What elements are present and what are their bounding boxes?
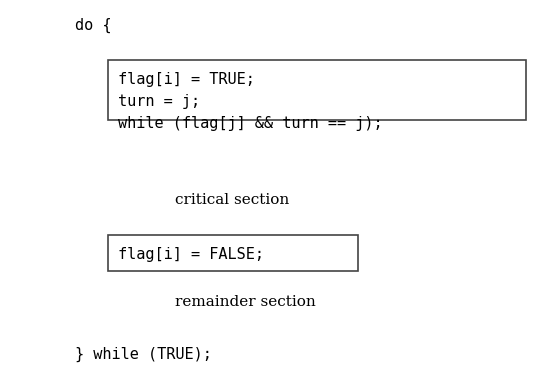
Text: remainder section: remainder section xyxy=(175,295,316,309)
Bar xyxy=(108,235,358,271)
Text: flag[i] = FALSE;: flag[i] = FALSE; xyxy=(118,247,264,262)
Text: } while (TRUE);: } while (TRUE); xyxy=(75,347,212,362)
Text: while (flag[j] && turn == j);: while (flag[j] && turn == j); xyxy=(118,116,383,131)
Text: flag[i] = TRUE;: flag[i] = TRUE; xyxy=(118,72,255,87)
Text: do {: do { xyxy=(75,18,112,33)
Text: turn = j;: turn = j; xyxy=(118,94,200,109)
Text: critical section: critical section xyxy=(175,193,289,207)
Bar xyxy=(108,60,526,120)
